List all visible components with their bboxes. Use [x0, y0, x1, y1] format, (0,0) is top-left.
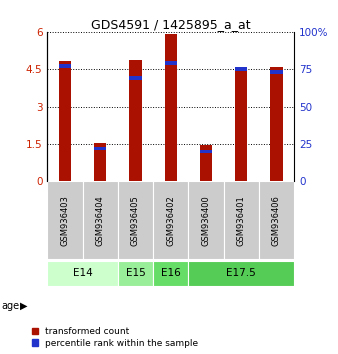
- Text: E14: E14: [73, 268, 93, 278]
- Bar: [47, 261, 118, 286]
- Bar: [118, 181, 153, 259]
- Bar: [47, 181, 82, 259]
- Bar: [165, 61, 177, 65]
- Text: GSM936404: GSM936404: [96, 195, 105, 246]
- Bar: [59, 61, 71, 181]
- Bar: [235, 69, 247, 181]
- Bar: [235, 67, 247, 71]
- Bar: [200, 145, 212, 181]
- Bar: [118, 261, 153, 286]
- Legend: transformed count, percentile rank within the sample: transformed count, percentile rank withi…: [31, 327, 198, 348]
- Bar: [188, 261, 294, 286]
- Text: GSM936405: GSM936405: [131, 195, 140, 246]
- Text: GSM936403: GSM936403: [61, 195, 69, 246]
- Bar: [270, 68, 283, 181]
- Bar: [153, 261, 188, 286]
- Text: E17.5: E17.5: [226, 268, 256, 278]
- Bar: [223, 181, 259, 259]
- Bar: [129, 76, 142, 80]
- Bar: [259, 181, 294, 259]
- Text: GSM936400: GSM936400: [201, 195, 211, 246]
- Text: E16: E16: [161, 268, 180, 278]
- Title: GDS4591 / 1425895_a_at: GDS4591 / 1425895_a_at: [91, 18, 250, 31]
- Text: ▶: ▶: [20, 301, 27, 311]
- Bar: [153, 181, 188, 259]
- Bar: [200, 150, 212, 153]
- Text: GSM936401: GSM936401: [237, 195, 246, 246]
- Bar: [129, 60, 142, 181]
- Text: GSM936406: GSM936406: [272, 195, 281, 246]
- Bar: [94, 147, 106, 150]
- Text: E15: E15: [125, 268, 145, 278]
- Bar: [270, 70, 283, 74]
- Bar: [94, 143, 106, 181]
- Bar: [59, 64, 71, 68]
- Bar: [82, 181, 118, 259]
- Bar: [165, 34, 177, 181]
- Bar: [188, 181, 223, 259]
- Text: GSM936402: GSM936402: [166, 195, 175, 246]
- Text: age: age: [2, 301, 20, 311]
